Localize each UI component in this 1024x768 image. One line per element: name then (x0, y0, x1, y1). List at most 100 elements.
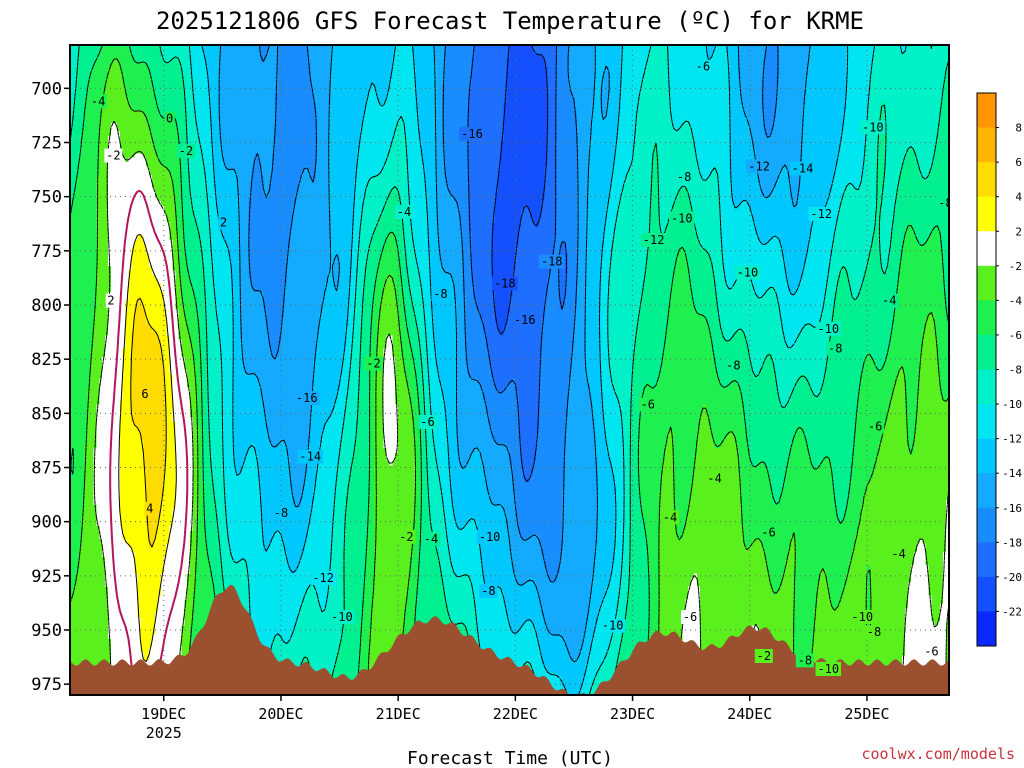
colorbar-label: 8 (1015, 122, 1022, 135)
contour-label-bg (860, 120, 886, 135)
contour-label-bg (511, 313, 538, 328)
contour-label: -4 (424, 532, 438, 546)
y-tick-label: 775 (31, 242, 62, 262)
contour-label: -6 (641, 398, 655, 412)
contour-label: -8 (677, 170, 691, 184)
contour-label-bg (218, 215, 229, 230)
colorbar-swatch (977, 611, 996, 647)
contour-label: -6 (420, 415, 434, 429)
contour-label-bg (310, 571, 336, 585)
contour-label: -8 (867, 625, 881, 639)
contour-line (218, 45, 811, 663)
contour-label: -10 (331, 610, 353, 624)
y-axis-ticks: 700 725 750 775 800 825 850 875 900 925 950 975 (31, 79, 70, 695)
contour-label-bg (297, 449, 324, 464)
contour-label-bg (789, 161, 816, 176)
contour-label-bg (866, 419, 885, 434)
contour-label: -10 (479, 530, 501, 544)
contour-label: -14 (792, 162, 814, 176)
colorbar-label: -8 (1009, 364, 1022, 377)
contour-label: -4 (882, 294, 896, 308)
terrain-surface (70, 584, 949, 695)
contour-label: -2 (399, 530, 413, 544)
y-tick-label: 925 (31, 567, 62, 587)
contour-label-bg (889, 547, 908, 562)
gridlines (70, 45, 949, 695)
contour-label: -12 (748, 159, 770, 173)
contour-label: -10 (737, 266, 759, 280)
x-tick-label: 22DEC (493, 705, 538, 723)
contour-label-bg (364, 356, 383, 371)
contour-label: -6 (696, 60, 710, 74)
contour-label: -6 (924, 645, 938, 659)
contour-label: -6 (761, 526, 775, 540)
contour-label-bg (144, 501, 155, 516)
contour-label: -2 (366, 357, 380, 371)
contour-label-bg (397, 529, 416, 544)
contour-label: -10 (862, 120, 884, 134)
contour-label-bg (89, 94, 108, 109)
freezing-contours (109, 189, 189, 695)
contour-label: -12 (312, 571, 334, 585)
y-tick-label: 725 (31, 134, 62, 154)
colorbar-label: -6 (1009, 329, 1022, 342)
plot-frame (69, 44, 950, 696)
colorbar-swatch (977, 404, 996, 440)
contour-label-bg (808, 207, 835, 221)
contour-label-bg (746, 159, 772, 174)
colorbar-label: -22 (1002, 605, 1022, 618)
contour-label: -2 (179, 144, 193, 158)
contour-label: -10 (817, 322, 839, 336)
y-tick-label: 975 (31, 675, 62, 695)
credit-text: coolwx.com/models (861, 745, 1015, 763)
colorbar: 8 6 4 2 -2 -4 -6 -8 -10 -12 -14 -16 -18 -20 -22 (976, 92, 1022, 647)
contour-label-bg (661, 510, 680, 525)
contour-label-bg (849, 610, 876, 624)
colorbar-label: 2 (1015, 225, 1022, 238)
contour-line (188, 45, 933, 695)
contour-label-bg (705, 471, 724, 486)
contour-label-bg (395, 204, 414, 219)
contour-label: -2 (106, 149, 120, 163)
contour-label-bg (693, 59, 712, 74)
contour-label: -8 (481, 584, 495, 598)
colorbar-swatch (977, 196, 996, 232)
colorbar-swatch (977, 507, 996, 543)
contour-label-bg (815, 321, 842, 336)
contour-label-bg (479, 584, 498, 598)
colorbar-label: -12 (1002, 433, 1022, 446)
contour-label-bg (293, 391, 320, 406)
contour-label: -4 (707, 471, 721, 485)
contour-label-bg (459, 126, 485, 141)
contour-label-bg (795, 653, 814, 668)
contour-label-bg (329, 610, 355, 624)
contour-label-bg (599, 618, 626, 633)
chart-title: 2025121806 GFS Forecast Temperature (ºC)… (156, 7, 864, 35)
contour-label-bg (476, 529, 503, 544)
contour-label-bg (421, 532, 440, 546)
contour-label-bg (734, 265, 761, 280)
colorbar-label: 6 (1015, 156, 1022, 169)
y-tick-label: 900 (31, 513, 62, 533)
contour-label: 2 (107, 294, 114, 308)
contour-label-bg (669, 211, 695, 226)
contour-label: -18 (494, 276, 516, 290)
colorbar-swatch (977, 231, 996, 267)
plot-area: -40-2 -22264-16-4-18-18-8-16-2-16-6-14-8-… (70, 45, 952, 695)
contour-line (248, 45, 779, 583)
contour-label: -8 (938, 196, 952, 210)
x-tick-label: 25DEC (844, 705, 889, 723)
contour-label-bg (815, 662, 842, 676)
contour-label-bg (177, 144, 196, 159)
contour-label: -12 (810, 207, 832, 221)
contour-label-bg (922, 644, 941, 659)
contour-label-bg (104, 148, 123, 163)
colorbar-label: -18 (1002, 536, 1022, 549)
contour-label: -14 (299, 450, 321, 464)
colorbar-swatch (977, 438, 996, 474)
x-tick-label: 23DEC (610, 705, 655, 723)
y-tick-label: 850 (31, 404, 62, 424)
contour-line (491, 45, 549, 335)
contour-line (70, 45, 949, 695)
